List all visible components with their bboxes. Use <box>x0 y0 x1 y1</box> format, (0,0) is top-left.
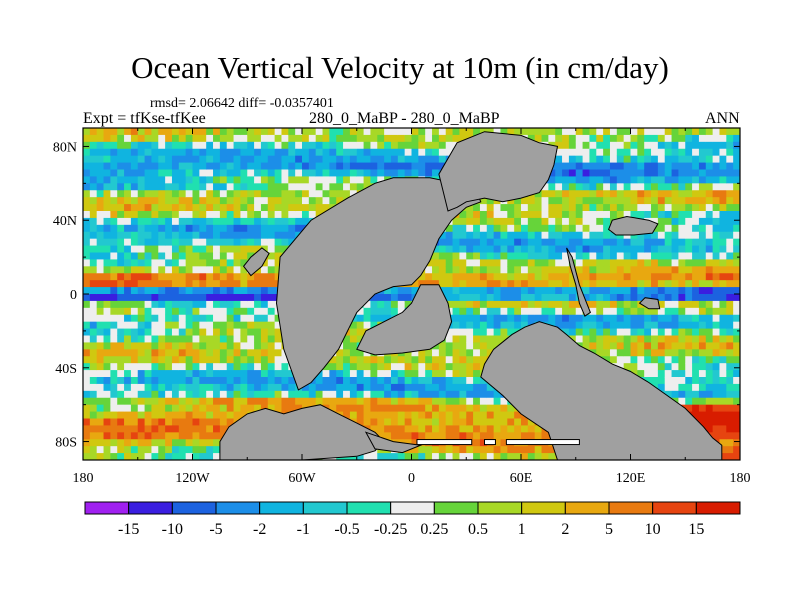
x-tick-label: 0 <box>408 471 415 486</box>
case-label: 280_0_MaBP - 280_0_MaBP <box>309 110 500 127</box>
y-tick-label: 40S <box>55 362 77 377</box>
x-tick-label: 180 <box>73 471 94 486</box>
colorbar-label: -1 <box>297 521 310 538</box>
colorbar-swatch <box>521 501 566 515</box>
season-label: ANN <box>705 110 740 127</box>
colorbar-label: 10 <box>645 521 661 538</box>
colorbar-label: 0.25 <box>420 521 448 538</box>
colorbar-label: 1 <box>518 521 526 538</box>
ice-shelf-bar <box>416 439 473 446</box>
land-polygon <box>438 131 559 212</box>
colorbar-label: 15 <box>688 521 704 538</box>
colorbar-label: -0.25 <box>374 521 407 538</box>
land-polygon <box>275 177 482 391</box>
land-polygon <box>364 431 423 454</box>
colorbar-label: -0.5 <box>334 521 359 538</box>
colorbar-swatch <box>346 501 392 515</box>
land-masses <box>219 131 723 461</box>
colorbar-swatch <box>171 501 217 515</box>
land-polygon <box>480 321 723 461</box>
colorbar-label: -10 <box>162 521 183 538</box>
land-polygon <box>638 297 661 310</box>
land-polygon <box>242 247 270 277</box>
colorbar-swatch <box>564 501 610 515</box>
land-polygon <box>566 247 592 317</box>
ice-shelf-bar <box>484 439 496 446</box>
colorbar-swatch <box>608 501 654 515</box>
colorbar-swatch <box>259 501 304 515</box>
land-polygon <box>607 215 659 236</box>
colorbar-swatch <box>477 501 523 515</box>
ocean-field <box>83 128 741 461</box>
colorbar-label: -15 <box>118 521 139 538</box>
chart-title: Ocean Vertical Velocity at 10m (in cm/da… <box>131 50 669 85</box>
colorbar-label: 2 <box>561 521 569 538</box>
colorbar-swatch <box>215 501 261 515</box>
colorbar-label: -5 <box>209 521 222 538</box>
ice-shelf-bar <box>505 439 580 446</box>
x-tick-label: 60W <box>288 471 316 486</box>
colorbar-swatch <box>128 501 173 515</box>
y-tick-label: 40N <box>53 214 77 229</box>
colorbar-swatch <box>433 501 479 515</box>
y-tick-label: 80S <box>55 436 77 451</box>
land-polygon <box>219 404 385 461</box>
x-tick-label: 120W <box>175 471 210 486</box>
colorbar-label: 5 <box>605 521 613 538</box>
stats-label: rmsd= 2.06642 diff= -0.0357401 <box>150 96 334 111</box>
x-tick-label: 60E <box>510 471 533 486</box>
colorbar-swatch <box>652 501 697 515</box>
colorbar-swatch <box>302 501 348 515</box>
experiment-label: Expt = tfKse-tfKee <box>83 110 206 127</box>
colorbar-label: -2 <box>253 521 266 538</box>
colorbar-swatch <box>84 501 130 515</box>
colorbar-swatch <box>695 501 741 515</box>
y-tick-label: 80N <box>53 140 77 155</box>
x-tick-label: 180 <box>730 471 751 486</box>
colorbar-swatch <box>390 501 435 515</box>
colorbar-label: 0.5 <box>468 521 488 538</box>
land-polygon <box>356 284 453 356</box>
x-tick-label: 120E <box>616 471 646 486</box>
y-tick-label: 0 <box>70 288 77 303</box>
